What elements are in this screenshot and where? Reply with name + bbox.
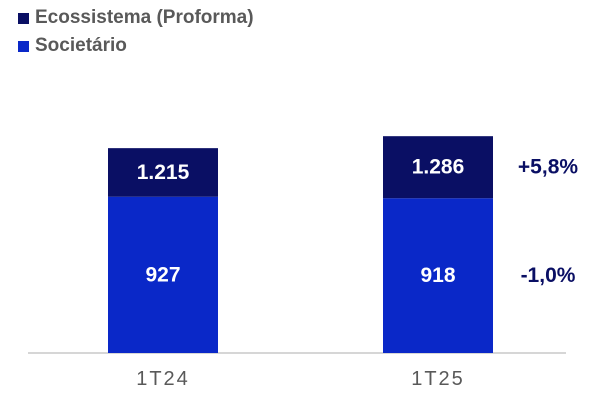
x-tick-label-1t24: 1T24 bbox=[136, 368, 190, 390]
legend-swatch-ecossistema bbox=[18, 12, 29, 24]
bar-societario-1t25 bbox=[383, 198, 493, 353]
bar-ecossistema-proforma-1t25 bbox=[383, 136, 493, 199]
legend-item-societario: Societário bbox=[18, 32, 254, 60]
x-tick-label-1t25: 1T25 bbox=[411, 368, 465, 390]
legend-item-ecossistema: Ecossistema (Proforma) bbox=[18, 4, 254, 32]
legend-swatch-societario bbox=[18, 40, 29, 52]
data-label-ecossistema-proforma-1t24: 1.215 bbox=[137, 161, 190, 184]
data-label-societario-1t24: 927 bbox=[145, 263, 180, 286]
chart-legend: Ecossistema (Proforma) Societário bbox=[18, 4, 254, 60]
legend-label-ecossistema: Ecossistema (Proforma) bbox=[35, 7, 254, 28]
data-label-ecossistema-proforma-1t25: 1.286 bbox=[412, 156, 465, 179]
annotation-ecossistema-proforma: +5,8% bbox=[518, 156, 578, 179]
annotation-societario: -1,0% bbox=[521, 264, 576, 287]
bar-ecossistema-proforma-1t24 bbox=[108, 148, 218, 197]
data-label-societario-1t25: 918 bbox=[420, 264, 455, 287]
bar-societario-1t24 bbox=[108, 196, 218, 353]
legend-label-societario: Societário bbox=[35, 35, 127, 56]
